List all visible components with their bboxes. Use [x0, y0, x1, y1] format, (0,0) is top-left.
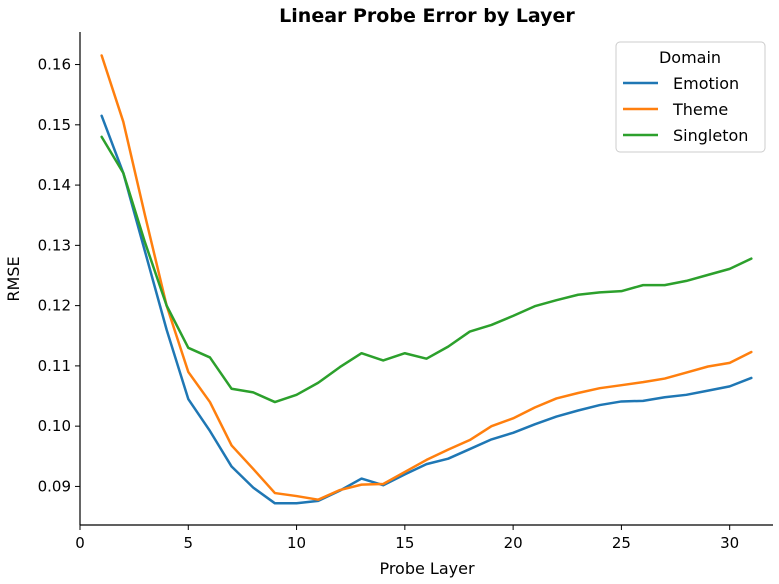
legend-label-singleton: Singleton	[673, 126, 748, 145]
series-line-emotion	[100, 114, 753, 505]
x-tick-label: 10	[287, 534, 306, 552]
legend: Domain Emotion Theme Singleton	[615, 41, 766, 153]
x-tick-label: 15	[395, 534, 414, 552]
y-tick-label: 0.10	[38, 417, 71, 435]
plot-area	[100, 54, 753, 505]
x-tick-label: 20	[504, 534, 523, 552]
y-tick-label: 0.15	[38, 116, 71, 134]
x-tick-label: 5	[184, 534, 194, 552]
y-tick-label: 0.11	[38, 357, 71, 375]
y-tick-label: 0.14	[38, 176, 71, 194]
y-axis-ticks: 0.09 0.10 0.11 0.12 0.13 0.14 0.15 0.16	[38, 56, 80, 495]
y-tick-label: 0.09	[38, 477, 71, 495]
legend-box	[615, 41, 766, 153]
legend-label-emotion: Emotion	[673, 74, 739, 93]
series-line-theme	[100, 54, 753, 501]
legend-label-theme: Theme	[672, 100, 728, 119]
x-tick-label: 30	[720, 534, 739, 552]
y-tick-label: 0.13	[38, 236, 71, 254]
legend-title: Domain	[659, 48, 721, 67]
chart-title: Linear Probe Error by Layer	[279, 5, 575, 27]
x-axis-ticks: 0 5 10 15 20 25 30	[75, 525, 739, 552]
y-axis-label: RMSE	[4, 256, 23, 301]
x-tick-label: 0	[75, 534, 85, 552]
x-axis-label: Probe Layer	[379, 559, 475, 578]
y-tick-label: 0.12	[38, 297, 71, 315]
x-tick-label: 25	[612, 534, 631, 552]
series-line-singleton	[100, 135, 753, 404]
y-tick-label: 0.16	[38, 56, 71, 74]
